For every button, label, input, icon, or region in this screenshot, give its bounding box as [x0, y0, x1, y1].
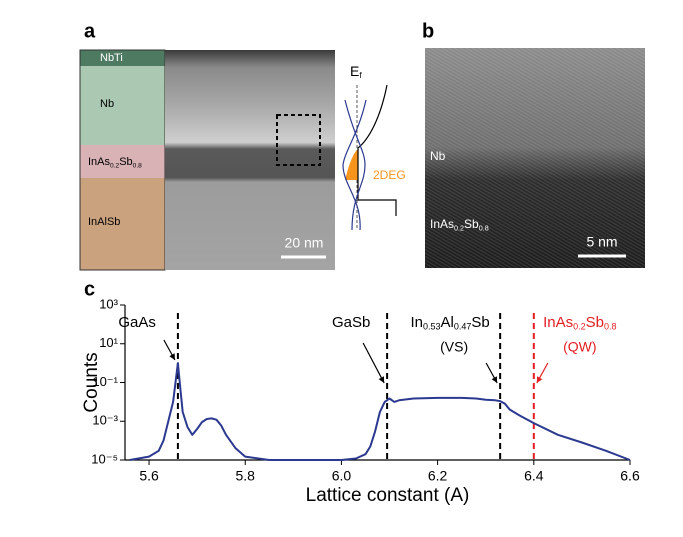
text-segment: Al: [441, 314, 454, 331]
scale-bar-label: 20 nm: [285, 235, 324, 251]
text-segment: InAlSb: [88, 216, 120, 228]
text-segment: Sb: [464, 217, 479, 231]
y-tick-label: 10⁻⁵: [91, 451, 118, 466]
text-segment: Nb: [430, 149, 446, 163]
subscript: 0.8: [604, 322, 617, 332]
subscript: 0.8: [479, 224, 489, 233]
annotation-label: In0.53Al0.47Sb: [411, 314, 490, 332]
text-segment: InAs: [88, 156, 111, 168]
x-axis-title: Lattice constant (A): [306, 485, 470, 506]
arrow-head: [169, 353, 175, 360]
x-tick-label: 6.0: [332, 468, 352, 484]
text-segment: Sb: [119, 156, 132, 168]
subscript: 0.2: [573, 322, 586, 332]
fermi-label: Ef: [350, 63, 362, 81]
text-segment: InAs: [543, 314, 573, 331]
text-segment: GaAs: [118, 314, 156, 331]
annotation-sublabel: (QW): [563, 339, 596, 355]
subscript: 0.53: [423, 322, 441, 332]
layer-label: NbTi: [100, 52, 123, 64]
panel-letter: a: [84, 20, 96, 42]
annotation-label: InAs0.2Sb0.8: [543, 314, 616, 332]
y-tick-label: 10³: [99, 296, 118, 311]
subscript: 0.2: [110, 162, 119, 169]
layer-nb: [80, 66, 165, 145]
y-tick-label: 10⁻³: [92, 413, 118, 428]
text-segment: In: [411, 314, 424, 331]
text-segment: Sb: [586, 314, 604, 331]
layer-label: InAlSb: [88, 216, 120, 228]
x-tick-label: 5.8: [236, 468, 256, 484]
band-edge: [357, 84, 397, 216]
subscript: 0.2: [454, 224, 464, 233]
layer-nbti: [80, 50, 165, 66]
gas-label: 2DEG: [373, 168, 406, 182]
y-tick-label: 10¹: [99, 335, 118, 350]
scale-bar-label: 5 nm: [586, 234, 617, 250]
tem-image-a: [165, 50, 335, 270]
text-segment: Sb: [471, 314, 489, 331]
x-tick-label: 6.2: [428, 468, 448, 484]
2deg-fill: [345, 150, 358, 180]
arrow-head: [536, 376, 543, 383]
x-tick-label: 6.4: [524, 468, 544, 484]
text-segment: GaSb: [332, 314, 370, 331]
x-tick-label: 6.6: [620, 468, 640, 484]
lattice-texture: [425, 48, 645, 268]
layer-inassb: [80, 145, 165, 178]
layer-label: InAs0.2Sb0.8: [88, 156, 142, 169]
arrow-head: [378, 376, 385, 383]
annotation-sublabel: (VS): [440, 339, 468, 355]
panel-letter: c: [84, 278, 95, 300]
layer-label: Nb: [100, 98, 114, 110]
y-tick-label: 10⁻¹: [92, 374, 118, 389]
layer-inalsb: [80, 178, 165, 270]
wavefunction: [344, 99, 366, 231]
layer-label: InAs0.2Sb0.8: [430, 217, 489, 232]
layer-label: Nb: [430, 149, 446, 163]
panel-letter: b: [422, 20, 434, 42]
data-line: [129, 362, 631, 461]
text-segment: Nb: [100, 98, 114, 110]
y-axis-title: Counts: [81, 352, 102, 412]
annotation-label: GaSb: [332, 314, 370, 331]
x-tick-label: 5.6: [139, 468, 159, 484]
zoom-box: [276, 114, 321, 166]
subscript: f: [359, 70, 362, 80]
subscript: 0.47: [454, 322, 472, 332]
subscript: 0.8: [133, 162, 142, 169]
wavefunction: [342, 99, 367, 231]
annotation-arrow: [362, 342, 385, 384]
arrow-head: [491, 376, 498, 383]
text-segment: E: [350, 63, 359, 79]
annotation-label: GaAs: [118, 314, 156, 331]
text-segment: NbTi: [100, 52, 123, 64]
text-segment: InAs: [430, 217, 454, 231]
